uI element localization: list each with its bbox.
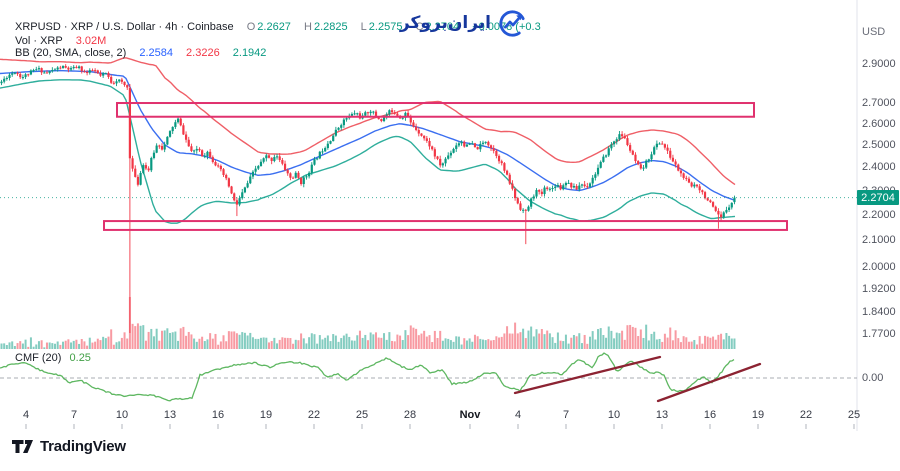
close-value: 2.2704 [425, 21, 460, 33]
price-tick-label: 2.0000 [862, 260, 896, 273]
high-letter: H [304, 21, 312, 33]
price-tick-label: 2.7000 [862, 97, 896, 109]
high-value: 2.2825 [313, 21, 348, 33]
bb-basis-value: 2.2584 [139, 47, 173, 59]
time-tick-label: 28 [403, 409, 417, 421]
time-tick-label: 7 [562, 409, 570, 421]
price-tick-label: 2.5000 [862, 139, 896, 151]
time-tick-label: Nov [459, 409, 481, 421]
cmf-legend-row[interactable]: CMF (20) 0.25 [15, 352, 91, 364]
iranbroker-logo: ایران‌بروکر [388, 5, 528, 41]
iranbroker-trend-icon [499, 9, 526, 37]
time-tick-label: 19 [259, 409, 273, 421]
bb-upper-value: 2.3226 [186, 47, 220, 59]
currency-label[interactable]: USD [862, 26, 886, 38]
close-letter: C [415, 21, 424, 33]
price-tick-label: 1.8400 [862, 306, 896, 319]
last-price-badge[interactable]: 2.2704 [857, 190, 899, 206]
time-tick-label: 13 [655, 409, 669, 421]
open-letter: O [246, 21, 256, 33]
time-tick-label: 22 [799, 409, 813, 421]
volume-legend-row[interactable]: Vol · XRP 3.02M [15, 35, 108, 47]
open-value: 2.2627 [257, 21, 291, 33]
low-letter: L [360, 21, 367, 33]
price-tick-label: 2.9000 [862, 58, 896, 70]
price-tick-label: 1.7700 [862, 327, 896, 340]
tradingview-wordmark: TradingView [40, 438, 126, 455]
time-tick-label: 19 [751, 409, 765, 421]
time-tick-label: 4 [514, 409, 522, 421]
time-tick-label: 25 [355, 409, 369, 421]
symbol-legend-row[interactable]: XRPUSD · XRP / U.S. Dollar · 4h · Coinba… [15, 21, 543, 33]
time-tick-label: 7 [70, 409, 78, 421]
time-tick-label: 25 [847, 409, 861, 421]
time-tick-label: 10 [607, 409, 621, 421]
price-tick-label: 1.9200 [862, 283, 896, 296]
cmf-title: CMF (20) [15, 352, 62, 364]
time-tick-label: 16 [703, 409, 717, 421]
iranbroker-wordmark: ایران‌بروکر [399, 13, 491, 33]
low-value: 2.2575 [368, 21, 403, 33]
cmf-value: 0.25 [69, 352, 91, 364]
bollinger-legend-row[interactable]: BB (20, SMA, close, 2) 2.2584 2.3226 2.1… [15, 47, 268, 59]
tradingview-icon [12, 440, 33, 453]
time-tick-label: 10 [115, 409, 129, 421]
time-tick-label: 16 [211, 409, 225, 421]
price-tick-label: 2.4000 [862, 161, 896, 174]
cmf-zero-axis-label: 0.00 [862, 372, 884, 384]
volume-value: 3.02M [75, 35, 107, 47]
price-tick-label: 2.6000 [862, 117, 896, 130]
tradingview-attribution-link[interactable]: TradingView [12, 438, 126, 455]
price-tick-label: 2.1000 [862, 234, 896, 247]
price-tick-label: 2.2000 [862, 208, 896, 221]
bb-lower-value: 2.1942 [232, 47, 267, 59]
symbol-title: XRPUSD · XRP / U.S. Dollar · 4h · Coinba… [15, 21, 234, 33]
time-tick-label: 13 [163, 409, 177, 421]
bb-label: BB (20, SMA, close, 2) [15, 47, 127, 59]
volume-label: Vol · XRP [15, 35, 63, 47]
time-tick-label: 22 [307, 409, 321, 421]
time-tick-label: 4 [22, 409, 30, 421]
